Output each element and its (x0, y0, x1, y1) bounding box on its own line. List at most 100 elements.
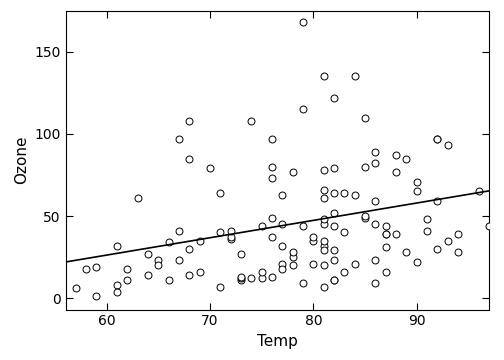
Point (175, 136, 183, 142)
Point (237, 251, 245, 257)
Point (144, 251, 152, 257)
Point (433, 246, 442, 252)
Point (402, 249, 410, 255)
Point (72, 285, 80, 291)
Point (278, 266, 286, 271)
Point (361, 164, 369, 170)
Point (299, 107, 307, 112)
Point (289, 262, 297, 268)
Point (330, 95, 338, 101)
Point (361, 114, 369, 120)
Point (433, 198, 442, 204)
Point (289, 249, 297, 255)
Point (299, 223, 307, 229)
Point (444, 238, 452, 243)
Point (320, 216, 328, 222)
Point (330, 257, 338, 263)
Point (330, 248, 338, 253)
Point (92, 264, 100, 270)
Point (185, 156, 194, 161)
Point (278, 221, 286, 227)
Point (154, 257, 162, 263)
Point (320, 248, 328, 253)
Point (196, 238, 204, 243)
Point (402, 156, 410, 161)
Point (227, 234, 235, 240)
Point (268, 234, 276, 240)
Point (144, 272, 152, 278)
Point (330, 210, 338, 216)
Point (227, 236, 235, 242)
Point (165, 277, 173, 283)
Point (340, 269, 348, 275)
Point (268, 136, 276, 142)
Point (216, 284, 224, 289)
Point (237, 275, 245, 281)
Point (268, 215, 276, 221)
Point (371, 280, 380, 286)
Point (247, 275, 256, 281)
Point (258, 223, 266, 229)
Point (330, 277, 338, 283)
Point (351, 192, 359, 198)
Point (361, 215, 369, 221)
Point (392, 231, 400, 237)
Point (165, 239, 173, 245)
Point (175, 257, 183, 263)
Point (237, 274, 245, 280)
Point (351, 261, 359, 266)
Point (113, 289, 121, 294)
Point (371, 161, 380, 166)
Point (185, 118, 194, 124)
Point (196, 269, 204, 275)
Point (371, 257, 380, 263)
Point (154, 262, 162, 268)
Point (320, 262, 328, 268)
Point (185, 246, 194, 252)
Point (361, 213, 369, 219)
Point (175, 228, 183, 234)
Point (185, 272, 194, 278)
Point (413, 259, 421, 265)
Point (320, 221, 328, 227)
X-axis label: Temp: Temp (257, 334, 298, 349)
Point (134, 195, 142, 201)
Point (227, 228, 235, 234)
Point (423, 216, 431, 222)
Point (371, 198, 380, 204)
Point (340, 230, 348, 235)
Point (320, 167, 328, 173)
Point (268, 274, 276, 280)
Point (309, 261, 318, 266)
Point (92, 294, 100, 300)
Point (423, 228, 431, 234)
Point (413, 179, 421, 184)
Point (392, 152, 400, 158)
Point (330, 190, 338, 196)
Point (268, 164, 276, 170)
Point (485, 223, 493, 229)
Point (258, 275, 266, 281)
Point (454, 249, 462, 255)
Point (216, 190, 224, 196)
Point (382, 244, 390, 250)
Point (258, 269, 266, 275)
Point (320, 73, 328, 79)
Point (278, 192, 286, 198)
Point (216, 230, 224, 235)
Point (82, 266, 90, 271)
Point (247, 118, 256, 124)
Point (320, 284, 328, 289)
Point (330, 166, 338, 171)
Point (289, 169, 297, 175)
Point (320, 195, 328, 201)
Point (123, 266, 132, 271)
Point (351, 73, 359, 79)
Point (113, 243, 121, 248)
Point (330, 223, 338, 229)
Point (309, 234, 318, 240)
Point (340, 190, 348, 196)
Point (206, 166, 214, 171)
Point (371, 221, 380, 227)
Point (299, 280, 307, 286)
